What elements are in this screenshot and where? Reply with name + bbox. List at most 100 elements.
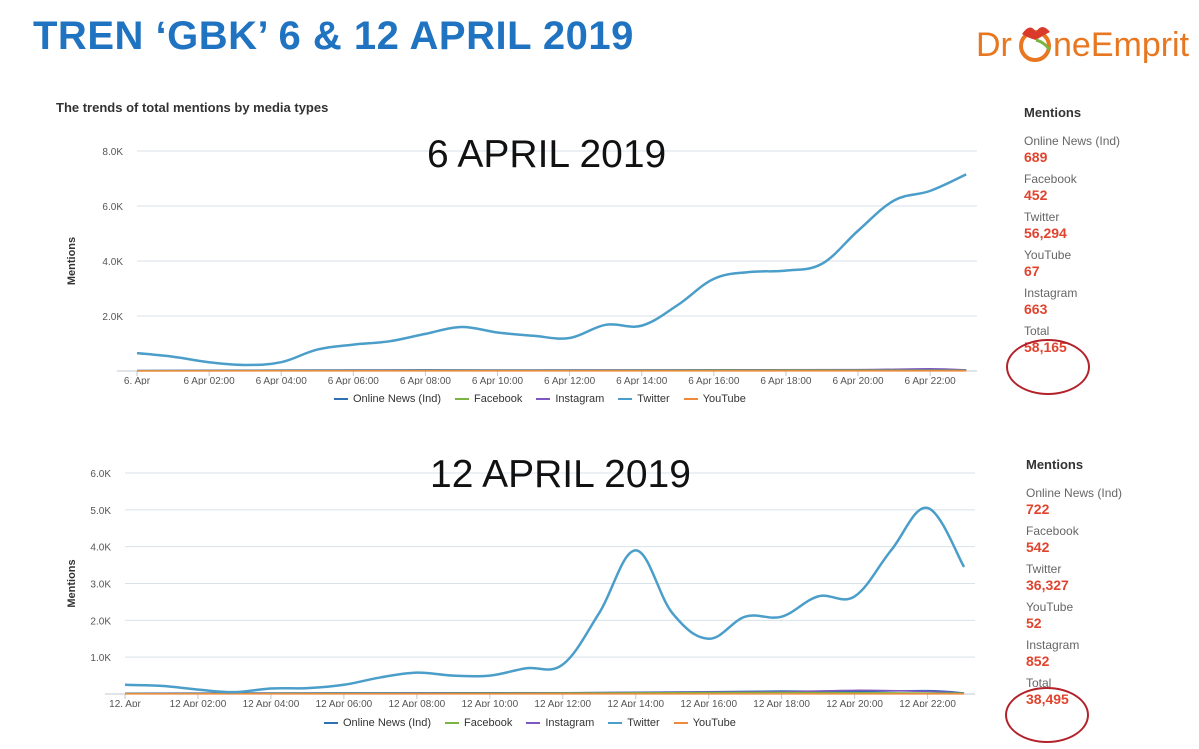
mentions-entry-twitter: Twitter 36,327 — [1026, 562, 1166, 594]
legend-swatch — [324, 722, 338, 724]
mentions-entry-name: Twitter — [1024, 210, 1060, 224]
series-line-twitter[interactable] — [136, 173, 967, 367]
legend-label: Facebook — [464, 717, 513, 729]
mentions-entry-name: Facebook — [1026, 524, 1079, 538]
y-tick-label: 8.0K — [102, 147, 123, 158]
legend-label: Online News (Ind) — [343, 717, 432, 729]
x-tick-label: 6 Apr 16:00 — [688, 376, 740, 385]
legend-swatch — [618, 398, 633, 400]
x-tick-label: 12 Apr 14:00 — [607, 699, 664, 707]
mentions-entry-value: 689 — [1024, 149, 1048, 165]
x-tick-label: 12 Apr 12:00 — [534, 699, 591, 707]
x-tick-label: 6 Apr 12:00 — [544, 376, 596, 385]
mentions-entry-value: 852 — [1026, 653, 1050, 669]
droneemprit-logo: Dr neEmprit — [968, 12, 1189, 82]
y-tick-label: 6.0K — [102, 202, 123, 213]
mentions-entry-name: Instagram — [1024, 286, 1078, 300]
y-tick-label: 3.0K — [90, 580, 111, 591]
mentions-entry-value: 56,294 — [1024, 225, 1067, 241]
x-tick-label: 6 Apr 20:00 — [832, 376, 884, 385]
legend-label: Twitter — [627, 717, 660, 729]
x-tick-label: 6 Apr 10:00 — [472, 376, 524, 385]
x-tick-label: 6 Apr 04:00 — [256, 376, 308, 385]
legend-label: YouTube — [702, 393, 746, 405]
mentions-entry-youtube: YouTube 67 — [1024, 248, 1164, 280]
mentions-entry-online-news-ind: Online News (Ind) 722 — [1026, 486, 1166, 518]
mentions-panel-6-april: Mentions Online News (Ind) 689 Facebook 452 T… — [1024, 105, 1164, 362]
legend-item-twitter[interactable]: Twitter — [608, 717, 660, 729]
chart-12-april: 1.0K 2.0K 3.0K 4.0K 5.0K 6.0K 12. Apr 12 Apr 02… — [66, 469, 975, 707]
legend-item-twitter[interactable]: Twitter — [618, 393, 670, 405]
x-tick-label: 12 Apr 02:00 — [170, 699, 227, 707]
legend-item-youtube[interactable]: YouTube — [683, 393, 746, 405]
mentions-entry-value: 52 — [1026, 615, 1042, 631]
y-axis-label: Mentions — [66, 559, 78, 607]
x-tick-label: 6 Apr 06:00 — [328, 376, 380, 385]
page-title: TREN ‘GBK’ 6 & 12 APRIL 2019 — [33, 14, 634, 58]
mentions-entry-value: 722 — [1026, 501, 1050, 517]
y-tick-label: 2.0K — [102, 312, 123, 323]
legend-swatch — [536, 398, 551, 400]
chart-overlay-label-6-april: 6 APRIL 2019 — [427, 133, 667, 176]
mentions-entry-value: 542 — [1026, 539, 1050, 555]
legend-item-instagram[interactable]: Instagram — [536, 393, 604, 405]
y-tick-label: 6.0K — [90, 469, 111, 480]
y-tick-label: 2.0K — [90, 616, 111, 627]
mentions-heading: Mentions — [1024, 105, 1082, 120]
mentions-entry-name: YouTube — [1024, 248, 1072, 262]
x-tick-label: 6 Apr 02:00 — [184, 376, 236, 385]
mentions-entry-name: Twitter — [1026, 562, 1062, 576]
y-axis-label: Mentions — [66, 237, 78, 285]
x-tick-label: 12 Apr 08:00 — [388, 699, 445, 707]
x-tick-label: 12 Apr 18:00 — [753, 699, 810, 707]
x-tick-label: 12 Apr 20:00 — [826, 699, 883, 707]
legend-swatch — [445, 722, 460, 724]
mentions-entry-name: Facebook — [1024, 172, 1077, 186]
mentions-entry-twitter: Twitter 56,294 — [1024, 210, 1164, 242]
x-tick-label: 12 Apr 04:00 — [243, 699, 300, 707]
mentions-entry-instagram: Instagram 663 — [1024, 286, 1164, 318]
mentions-entry-name: Online News (Ind) — [1024, 134, 1121, 148]
legend-swatch — [608, 722, 623, 724]
y-tick-label: 4.0K — [102, 257, 123, 268]
legend-item-youtube[interactable]: YouTube — [673, 717, 736, 729]
chart-overlay-label-12-april: 12 APRIL 2019 — [430, 453, 691, 496]
legend-label: Online News (Ind) — [353, 393, 442, 405]
legend-label: Instagram — [545, 717, 595, 729]
mentions-entry-value: 67 — [1024, 263, 1040, 279]
x-tick-label: 6 Apr 18:00 — [760, 376, 812, 385]
mentions-entry-name: YouTube — [1026, 600, 1074, 614]
mentions-entry-name: Total — [1026, 676, 1052, 690]
legend-item-online-news-ind[interactable]: Online News (Ind) — [324, 717, 431, 729]
mentions-entry-value: 663 — [1024, 301, 1048, 317]
y-tick-label: 4.0K — [90, 543, 111, 554]
legend-item-instagram[interactable]: Instagram — [526, 717, 594, 729]
x-tick-label: 12. Apr — [109, 699, 141, 707]
legend-label: Facebook — [474, 393, 523, 405]
series-line-twitter[interactable] — [124, 506, 966, 694]
legend-item-online-news-ind[interactable]: Online News (Ind) — [334, 393, 441, 405]
legend-swatch — [455, 398, 470, 400]
mentions-panel-12-april: Mentions Online News (Ind) 722 Facebook 542 T… — [1026, 457, 1166, 714]
legend-swatch — [334, 398, 348, 400]
mentions-entry-facebook: Facebook 542 — [1026, 524, 1166, 556]
chart-legend-12-april: Online News (Ind) Facebook Instagram Twitte… — [324, 717, 736, 729]
mentions-entry-name: Total — [1024, 324, 1050, 338]
chart-legend-6-april: Online News (Ind) Facebook Instagram Twitte… — [334, 393, 746, 405]
legend-label: Twitter — [637, 393, 670, 405]
x-tick-label: 6 Apr 08:00 — [400, 376, 452, 385]
legend-item-facebook[interactable]: Facebook — [445, 717, 512, 729]
legend-swatch — [673, 722, 688, 724]
x-tick-label: 12 Apr 06:00 — [316, 699, 373, 707]
legend-item-facebook[interactable]: Facebook — [455, 393, 522, 405]
mentions-heading: Mentions — [1026, 457, 1084, 472]
mentions-entry-facebook: Facebook 452 — [1024, 172, 1164, 204]
logo-text-part2: neEmprit — [1053, 26, 1190, 64]
mentions-entry-value: 452 — [1024, 187, 1048, 203]
mentions-entry-value: 36,327 — [1026, 577, 1069, 593]
x-tick-label: 6. Apr — [124, 376, 151, 385]
y-tick-label: 5.0K — [90, 506, 111, 517]
x-tick-label: 12 Apr 16:00 — [680, 699, 737, 707]
mentions-entry-youtube: YouTube 52 — [1026, 600, 1166, 632]
mentions-entry-online-news-ind: Online News (Ind) 689 — [1024, 134, 1164, 166]
